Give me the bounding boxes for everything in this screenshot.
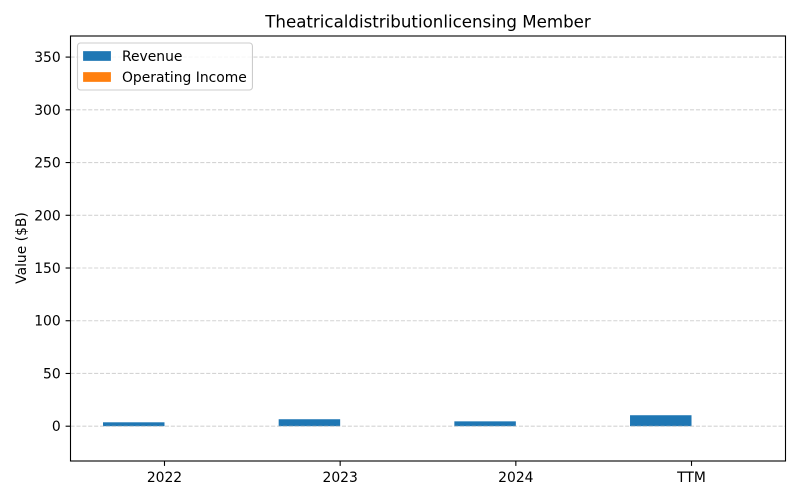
legend-label-revenue: Revenue [122, 49, 182, 65]
axes-frame [69, 35, 787, 462]
y-tick-label: 150 [34, 261, 60, 277]
x-tick-label: TTM [676, 470, 706, 486]
x-tick-label: 2023 [323, 470, 358, 486]
y-axis: 0 50 100 150 200 250 300 350 [34, 50, 71, 435]
bar-revenue-2022 [103, 422, 165, 427]
y-tick-label: 300 [34, 103, 60, 119]
bars [103, 415, 692, 427]
y-axis-label: Value ($B) [14, 212, 30, 284]
bar-revenue-2023 [278, 419, 341, 427]
y-tick-label: 50 [43, 366, 61, 382]
y-tick-label: 0 [52, 419, 61, 435]
legend-swatch-operating-income [83, 72, 111, 82]
legend-box [76, 42, 253, 91]
x-tick-label: 2024 [498, 470, 533, 486]
legend-label-operating-income: Operating Income [122, 70, 247, 86]
bar-revenue-2024 [454, 421, 516, 427]
legend: Revenue Operating Income [76, 42, 253, 91]
chart-title: Theatricaldistributionlicensing Member [264, 13, 591, 32]
x-axis: 2022 2023 2024 TTM [147, 461, 706, 486]
y-tick-label: 100 [34, 314, 60, 330]
y-tick-label: 200 [34, 208, 60, 224]
y-tick-label: 350 [34, 50, 60, 66]
y-tick-label: 250 [34, 156, 60, 172]
x-tick-label: 2022 [147, 470, 182, 486]
legend-swatch-revenue [83, 51, 111, 61]
bar-revenue-ttm [630, 415, 692, 427]
